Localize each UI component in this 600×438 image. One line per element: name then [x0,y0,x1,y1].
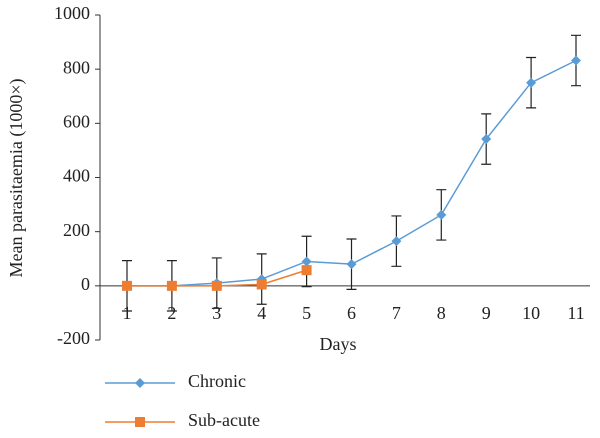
y-tick-label: 0 [81,274,90,294]
x-tick-label: 5 [302,303,311,323]
marker [301,256,312,267]
legend-label: Sub-acute [188,410,260,430]
y-axis-label: Mean parasitaemia (1000×) [6,78,27,277]
marker [256,279,267,290]
legend-label: Chronic [188,371,246,391]
y-tick-label: -200 [57,328,90,348]
marker [166,280,177,291]
marker [571,55,581,66]
x-tick-label: 2 [167,303,176,323]
marker [481,134,492,145]
marker [211,280,222,291]
x-tick-label: 3 [212,303,221,323]
x-tick-label: 7 [392,303,401,323]
x-tick-label: 10 [522,303,540,323]
y-tick-label: 600 [63,111,90,131]
x-tick-label: 8 [437,303,446,323]
marker [346,259,357,270]
marker [135,378,145,388]
x-axis-label: Days [320,334,357,354]
marker [301,265,312,276]
marker [122,280,132,291]
y-tick-label: 1000 [54,3,90,23]
y-tick-label: 200 [63,220,90,240]
x-tick-label: 11 [567,303,584,323]
x-tick-label: 1 [123,303,132,323]
x-tick-label: 4 [257,303,266,323]
marker [526,77,537,88]
x-tick-label: 6 [347,303,356,323]
marker [135,417,145,427]
marker [436,209,447,220]
x-tick-label: 9 [482,303,491,323]
marker [391,236,402,247]
y-tick-label: 800 [63,57,90,77]
y-tick-label: 400 [63,166,90,186]
